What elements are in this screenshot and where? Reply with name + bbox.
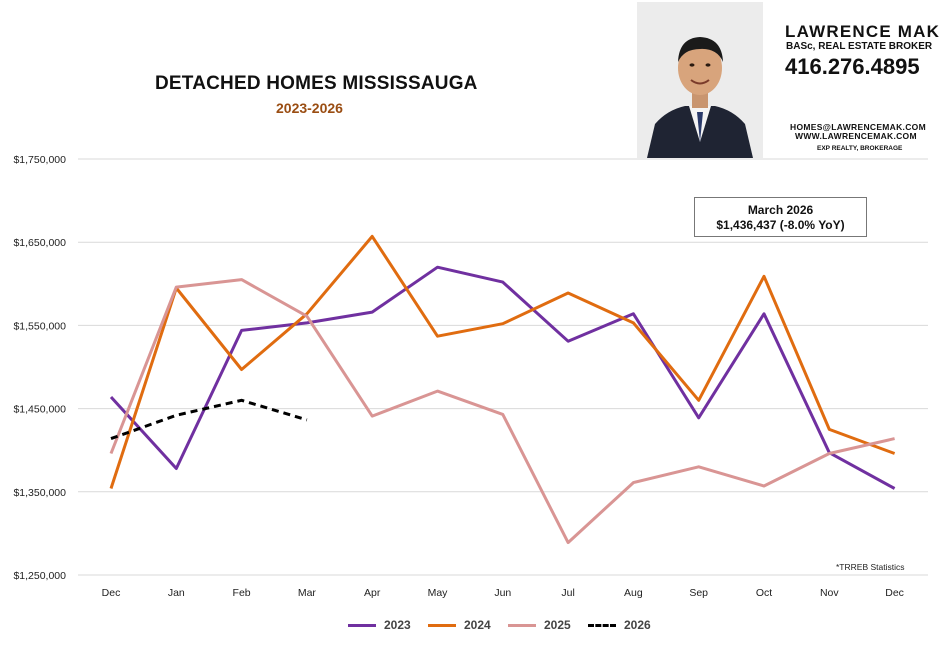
legend-item-2023: 2023 (348, 618, 411, 632)
legend-item-2024: 2024 (428, 618, 491, 632)
callout-line-1: March 2026 (747, 203, 814, 217)
legend-item-2025: 2025 (508, 618, 571, 632)
chart-title: DETACHED HOMES MISSISSAUGA (155, 73, 478, 94)
y-tick-label: $1,350,000 (13, 487, 66, 499)
agent-brokerage: EXP REALTY, BROKERAGE (817, 145, 903, 152)
y-tick-label: $1,650,000 (13, 237, 66, 249)
legend-swatch-2025 (508, 623, 536, 627)
legend-label-2026: 2026 (624, 618, 651, 632)
x-tick-label: Jul (561, 587, 574, 599)
callout-line-2: $1,436,437 (-8.0% YoY) (716, 218, 845, 232)
agent-title: BASc, REAL ESTATE BROKER (786, 41, 933, 52)
agent-website[interactable]: WWW.LAWRENCEMAK.COM (795, 131, 917, 141)
source-note: *TRREB Statistics (836, 562, 905, 572)
x-tick-label: May (428, 587, 449, 599)
agent-name: LAWRENCE MAK (785, 22, 941, 41)
x-tick-label: Apr (364, 587, 381, 599)
chart-subtitle: 2023-2026 (276, 100, 343, 116)
x-tick-label: Aug (624, 587, 643, 599)
series-line-2023 (109, 265, 896, 490)
y-tick-label: $1,750,000 (13, 154, 66, 166)
y-tick-label: $1,250,000 (13, 570, 66, 582)
x-tick-label: Jun (494, 587, 511, 599)
y-tick-label: $1,450,000 (13, 404, 66, 416)
chart-legend: 2023 2024 2025 2026 (0, 618, 950, 636)
x-tick-label: Oct (756, 587, 772, 599)
x-tick-label: Dec (102, 587, 121, 599)
agent-portrait-icon (637, 2, 763, 158)
march-2026-callout: March 2026 $1,436,437 (-8.0% YoY) (694, 197, 867, 237)
x-tick-label: Dec (885, 587, 904, 599)
series-line-2024 (109, 234, 896, 489)
y-tick-label: $1,550,000 (13, 320, 66, 332)
legend-item-2026: 2026 (588, 618, 651, 632)
x-tick-label: Jan (168, 587, 185, 599)
agent-photo (637, 2, 763, 158)
legend-swatch-2023 (348, 623, 376, 627)
x-tick-label: Mar (298, 587, 317, 599)
legend-label-2023: 2023 (384, 618, 411, 632)
legend-label-2025: 2025 (544, 618, 571, 632)
legend-label-2024: 2024 (464, 618, 491, 632)
legend-swatch-2024 (428, 623, 456, 627)
agent-phone[interactable]: 416.276.4895 (785, 54, 920, 79)
x-tick-label: Nov (820, 587, 839, 599)
agent-email[interactable]: HOMES@LAWRENCEMAK.COM (790, 122, 926, 132)
x-tick-label: Sep (689, 587, 708, 599)
legend-swatch-2026 (588, 623, 616, 627)
series-line-2026 (110, 398, 308, 441)
x-tick-label: Feb (233, 587, 251, 599)
series-line-2025 (109, 278, 895, 545)
